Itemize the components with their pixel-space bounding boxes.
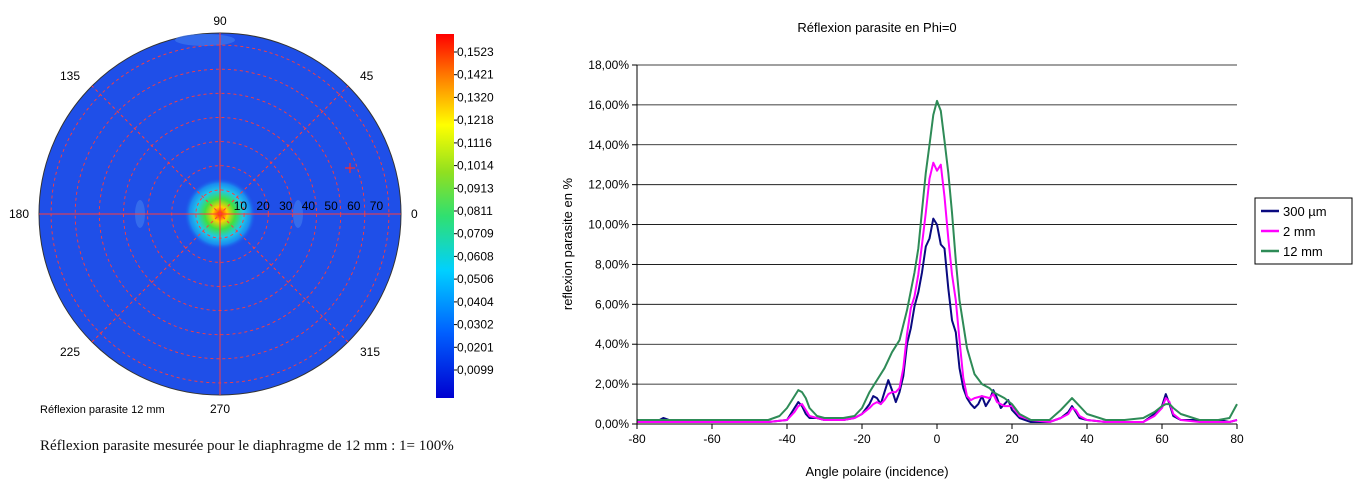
polar-angle-label: 0 xyxy=(411,207,418,221)
legend-label: 2 mm xyxy=(1283,224,1316,239)
series-line-2-mm xyxy=(637,161,1238,423)
polar-angle-label: 180 xyxy=(9,207,29,221)
polar-angle-label: 225 xyxy=(60,345,80,359)
colorbar xyxy=(436,34,454,398)
colorbar-label: 0,1320 xyxy=(457,90,494,104)
polar-angle-label: 135 xyxy=(60,69,80,83)
polar-figure: 0 45 90 135 180 225 270 315 10 20 30 40 50 60 70 Réfl… xyxy=(9,14,494,416)
series-line-300-m xyxy=(637,217,1238,423)
axes xyxy=(636,65,1237,425)
y-tick-label: 10,00% xyxy=(588,218,629,232)
colorbar-label: 0,0709 xyxy=(457,227,494,241)
polar-radial-label: 40 xyxy=(302,199,316,213)
colorbar-label: 0,0913 xyxy=(457,181,494,195)
x-tick-label: 40 xyxy=(1080,432,1094,446)
colorbar-label: 0,0201 xyxy=(457,340,494,354)
series-layer xyxy=(637,99,1238,423)
polar-marker xyxy=(345,163,355,173)
colorbar-label: 0,0404 xyxy=(457,295,494,309)
series-line-12-mm xyxy=(637,99,1238,421)
polar-angle-label: 90 xyxy=(213,14,227,28)
polar-angle-label: 45 xyxy=(360,69,374,83)
line-chart: Réflexion parasite en Phi=0 0,00% 2,00% 4,… xyxy=(560,20,1353,479)
y-tick-label: 6,00% xyxy=(595,297,629,311)
x-tick-label: -20 xyxy=(853,432,871,446)
polar-radial-label: 30 xyxy=(279,199,293,213)
legend: 300 µm 2 mm 12 mm xyxy=(1254,197,1353,265)
colorbar-label: 0,1014 xyxy=(457,159,494,173)
x-tick-label: -60 xyxy=(703,432,721,446)
polar-inner-label: Réflexion parasite 12 mm xyxy=(40,404,165,416)
y-tick-label: 4,00% xyxy=(595,337,629,351)
y-tick-label: 8,00% xyxy=(595,257,629,271)
y-tick-label: 16,00% xyxy=(588,98,629,112)
chart-title: Réflexion parasite en Phi=0 xyxy=(797,20,956,35)
x-tick-label: 0 xyxy=(934,432,941,446)
colorbar-label: 0,1421 xyxy=(457,68,494,82)
y-tick-label: 12,00% xyxy=(588,178,629,192)
colorbar-label: 0,1523 xyxy=(457,45,494,59)
polar-spoke xyxy=(91,85,349,343)
polar-radial-label: 10 xyxy=(234,199,248,213)
polar-axes xyxy=(39,33,401,395)
x-tick-label: -80 xyxy=(628,432,646,446)
colorbar-label: 0,0506 xyxy=(457,272,494,286)
colorbar-label: 0,0302 xyxy=(457,318,494,332)
x-tick-label: -40 xyxy=(778,432,796,446)
polar-radial-label: 20 xyxy=(256,199,270,213)
y-tick-label: 14,00% xyxy=(588,138,629,152)
colorbar-label: 0,0608 xyxy=(457,249,494,263)
x-tick-label: 80 xyxy=(1230,432,1244,446)
legend-label: 300 µm xyxy=(1283,204,1327,219)
colorbar-label: 0,1218 xyxy=(457,113,494,127)
figure-caption: Réflexion parasite mesurée pour le diaph… xyxy=(40,438,454,454)
x-axis-label: Angle polaire (incidence) xyxy=(805,464,948,479)
legend-label: 12 mm xyxy=(1283,244,1323,259)
polar-angle-label: 315 xyxy=(360,345,380,359)
y-axis-label: reflexion parasite en % xyxy=(560,177,575,310)
colorbar-label: 0,1116 xyxy=(457,136,492,150)
polar-radial-label: 60 xyxy=(347,199,361,213)
polar-radial-label: 50 xyxy=(324,199,338,213)
colorbar-label: 0,0811 xyxy=(457,204,493,218)
y-tick-label: 0,00% xyxy=(595,417,629,431)
y-tick-label: 2,00% xyxy=(595,377,629,391)
polar-angle-label: 270 xyxy=(210,402,230,416)
x-tick-label: 60 xyxy=(1155,432,1169,446)
y-gridlines xyxy=(632,64,1238,429)
polar-radial-label: 70 xyxy=(370,199,384,213)
y-tick-label: 18,00% xyxy=(588,58,629,72)
x-tick-label: 20 xyxy=(1005,432,1019,446)
colorbar-label: 0,0099 xyxy=(457,363,494,377)
